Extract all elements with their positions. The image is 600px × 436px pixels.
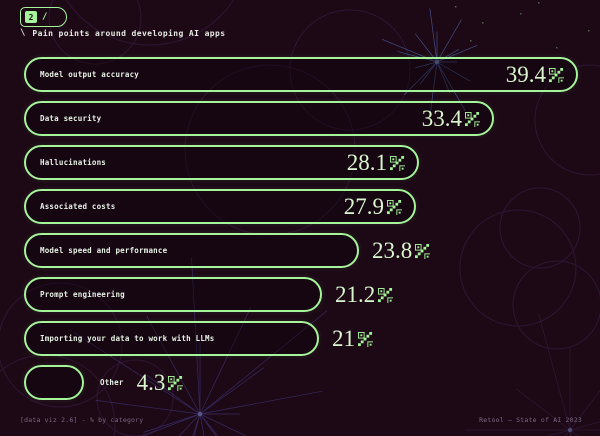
- slide-number-badge: 2 /: [20, 7, 67, 27]
- bar-value: 27.9: [344, 195, 402, 218]
- bar-row: Importing your data to work with LLMs 21: [24, 321, 600, 356]
- footer-source: Retool – State of AI 2023: [479, 416, 582, 424]
- bar-label: Other: [100, 378, 124, 387]
- slide-number: 2: [25, 11, 37, 23]
- bar-pill: [24, 365, 84, 400]
- pixel-percent-icon: [358, 331, 373, 347]
- bar-value-number: 39.4: [505, 62, 546, 87]
- bar-row: Model output accuracy 39.4: [24, 57, 600, 92]
- bar-label: Model speed and performance: [40, 246, 168, 255]
- bar-row: Hallucinations 28.1: [24, 145, 600, 180]
- bar-pill: Data security 33.4: [24, 101, 494, 136]
- bar-value: 23.8: [372, 238, 431, 263]
- bar-pill: Importing your data to work with LLMs: [24, 321, 319, 356]
- footer-caption: [data viz 2.6] - % by category: [20, 416, 144, 424]
- bar-value: 21.2: [335, 282, 394, 307]
- pixel-percent-icon: [168, 375, 184, 391]
- pixel-percent-icon: [387, 199, 402, 215]
- bar-value: 33.4: [422, 107, 480, 130]
- bar-row: Model speed and performance 23.8: [24, 233, 600, 268]
- bar-row: Associated costs 27.9: [24, 189, 600, 224]
- bar-value-number: 21.2: [335, 282, 376, 307]
- chart-title: Pain points around developing AI apps: [32, 28, 226, 38]
- pixel-percent-icon: [390, 155, 405, 171]
- bar-label: Associated costs: [40, 202, 116, 211]
- bar-row: Data security 33.4: [24, 101, 600, 136]
- bar-label: Model output accuracy: [40, 70, 140, 79]
- bar-pill: Prompt engineering: [24, 277, 322, 312]
- bar-row: Prompt engineering 21.2: [24, 277, 600, 312]
- bar-label: Importing your data to work with LLMs: [40, 334, 215, 343]
- bar-value: 39.4: [506, 63, 564, 86]
- bar-pill: Associated costs 27.9: [24, 189, 416, 224]
- bar-pill: Model speed and performance: [24, 233, 359, 268]
- backslash-icon: \: [20, 28, 26, 38]
- bar-value-number: 27.9: [343, 194, 384, 219]
- bar-row: Other 4.3: [24, 365, 600, 400]
- pixel-percent-icon: [378, 287, 394, 303]
- bar-value-number: 33.4: [421, 106, 462, 131]
- chart-header: \ Pain points around developing AI apps: [20, 28, 225, 38]
- bar-pill: Model output accuracy 39.4: [24, 57, 578, 92]
- bar-value-number: 4.3: [136, 370, 166, 395]
- bar-value: 4.3: [137, 371, 184, 394]
- bar-value: 28.1: [347, 151, 405, 174]
- bar-label: Data security: [40, 114, 102, 123]
- bar-value-number: 23.8: [372, 238, 413, 263]
- bar-value-number: 28.1: [346, 150, 387, 175]
- bar-label: Prompt engineering: [40, 290, 125, 299]
- pixel-percent-icon: [549, 67, 564, 83]
- bar-label: Hallucinations: [40, 158, 107, 167]
- pixel-percent-icon: [465, 111, 480, 127]
- bar-value-number: 21: [332, 326, 355, 351]
- bar-chart: Model output accuracy 39.4 Data security 33…: [24, 57, 600, 409]
- pixel-percent-icon: [415, 243, 431, 259]
- slash-icon: /: [42, 12, 48, 22]
- speckle-dots: [455, 2, 590, 49]
- bar-value: 21: [332, 327, 373, 350]
- bar-pill: Hallucinations 28.1: [24, 145, 419, 180]
